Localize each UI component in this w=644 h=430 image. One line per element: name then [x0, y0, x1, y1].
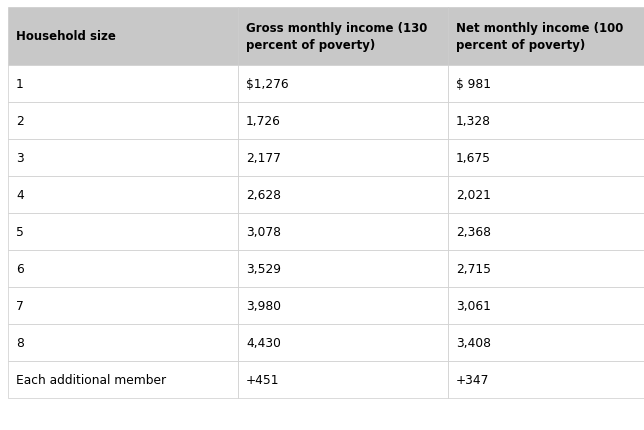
Text: Each additional member: Each additional member [16, 373, 166, 386]
Text: Gross monthly income (130
percent of poverty): Gross monthly income (130 percent of pov… [246, 22, 428, 52]
Bar [238, 361, 448, 398]
Text: $ 981: $ 981 [456, 78, 491, 91]
Bar [8, 177, 238, 214]
Bar [8, 8, 238, 66]
Bar [8, 250, 238, 287]
Text: 2,628: 2,628 [246, 189, 281, 202]
Text: 3,980: 3,980 [246, 299, 281, 312]
Bar [238, 66, 448, 103]
Bar [238, 324, 448, 361]
Bar [448, 287, 644, 324]
Bar [238, 140, 448, 177]
Bar [448, 324, 644, 361]
Bar [448, 103, 644, 140]
Bar [8, 103, 238, 140]
Text: Household size: Household size [16, 31, 116, 43]
Text: 3,408: 3,408 [456, 336, 491, 349]
Bar [238, 8, 448, 66]
Text: 4,430: 4,430 [246, 336, 281, 349]
Text: 2,177: 2,177 [246, 152, 281, 165]
Bar [238, 250, 448, 287]
Bar [8, 287, 238, 324]
Bar [8, 140, 238, 177]
Text: 1,726: 1,726 [246, 115, 281, 128]
Text: 5: 5 [16, 225, 24, 239]
Text: 2,715: 2,715 [456, 262, 491, 275]
Bar [8, 214, 238, 250]
Bar [238, 214, 448, 250]
Text: Net monthly income (100
percent of poverty): Net monthly income (100 percent of pover… [456, 22, 623, 52]
Text: 1: 1 [16, 78, 24, 91]
Bar [448, 361, 644, 398]
Text: +347: +347 [456, 373, 489, 386]
Bar [448, 214, 644, 250]
Text: 3,078: 3,078 [246, 225, 281, 239]
Text: 1,675: 1,675 [456, 152, 491, 165]
Bar [8, 66, 238, 103]
Text: 1,328: 1,328 [456, 115, 491, 128]
Text: 2,021: 2,021 [456, 189, 491, 202]
Bar [448, 250, 644, 287]
Text: 3,529: 3,529 [246, 262, 281, 275]
Text: 8: 8 [16, 336, 24, 349]
Text: $1,276: $1,276 [246, 78, 289, 91]
Bar [448, 8, 644, 66]
Bar [8, 324, 238, 361]
Text: 4: 4 [16, 189, 24, 202]
Text: 2: 2 [16, 115, 24, 128]
Bar [238, 103, 448, 140]
Bar [448, 66, 644, 103]
Text: 2,368: 2,368 [456, 225, 491, 239]
Text: +451: +451 [246, 373, 279, 386]
Bar [238, 177, 448, 214]
Bar [238, 287, 448, 324]
Text: 3: 3 [16, 152, 24, 165]
Text: 6: 6 [16, 262, 24, 275]
Bar [8, 361, 238, 398]
Bar [448, 140, 644, 177]
Bar [448, 177, 644, 214]
Text: 7: 7 [16, 299, 24, 312]
Text: 3,061: 3,061 [456, 299, 491, 312]
